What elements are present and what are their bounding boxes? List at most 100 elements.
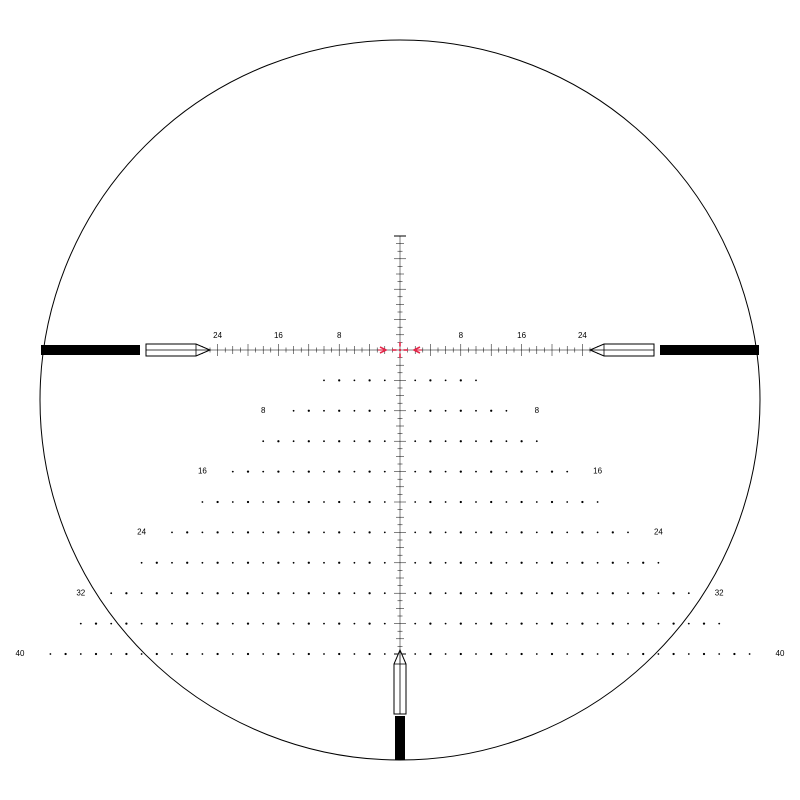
wind-dot xyxy=(414,501,416,503)
wind-dot xyxy=(429,470,431,472)
wind-dot xyxy=(368,592,370,594)
wind-dot xyxy=(50,653,52,655)
wind-dot xyxy=(445,592,447,594)
wind-dot xyxy=(490,562,492,564)
wind-dot xyxy=(308,653,310,655)
wind-dot xyxy=(202,501,204,503)
wind-dot xyxy=(414,380,416,382)
wind-dot xyxy=(308,501,310,503)
wind-dot xyxy=(445,562,447,564)
wind-dot xyxy=(293,562,295,564)
h-label: 24 xyxy=(578,331,587,340)
wind-dot xyxy=(171,532,173,534)
wind-dot xyxy=(460,410,462,412)
row-label: 16 xyxy=(593,467,602,476)
wind-dot xyxy=(581,501,583,503)
wind-dot xyxy=(368,562,370,564)
wind-dot xyxy=(247,622,249,624)
wind-dot xyxy=(323,653,325,655)
wind-dot xyxy=(520,592,522,594)
wind-dot xyxy=(216,562,218,564)
wind-dot xyxy=(688,653,690,655)
wind-dot xyxy=(520,653,522,655)
wind-dot xyxy=(277,440,279,442)
wind-dot xyxy=(384,562,386,564)
row-label: 8 xyxy=(535,406,540,415)
wind-dot xyxy=(141,592,143,594)
wind-dot xyxy=(232,532,234,534)
wind-dot xyxy=(354,471,356,473)
wind-dot xyxy=(171,562,173,564)
wind-dot xyxy=(368,653,370,655)
wind-dot xyxy=(186,622,188,624)
wind-dot xyxy=(475,410,477,412)
wind-dot xyxy=(368,531,370,533)
wind-dot xyxy=(338,440,340,442)
wind-dot xyxy=(125,592,127,594)
wind-dot xyxy=(186,592,188,594)
wind-dot xyxy=(566,562,568,564)
wind-dot xyxy=(277,653,279,655)
wind-dot xyxy=(551,470,553,472)
wind-dot xyxy=(490,470,492,472)
wind-dot xyxy=(445,653,447,655)
wind-dot xyxy=(293,653,295,655)
wind-dot xyxy=(703,653,705,655)
wind-dot xyxy=(703,622,705,624)
wind-dot xyxy=(612,622,614,624)
wind-dot xyxy=(429,622,431,624)
wind-dot xyxy=(627,623,629,625)
wind-dot xyxy=(414,623,416,625)
wind-dot xyxy=(323,410,325,412)
wind-dot xyxy=(202,562,204,564)
wind-dot xyxy=(475,471,477,473)
wind-dot xyxy=(384,380,386,382)
wind-dot xyxy=(672,622,674,624)
wind-dot xyxy=(460,531,462,533)
wind-dot xyxy=(262,623,264,625)
wind-dot xyxy=(672,653,674,655)
wind-dot xyxy=(506,471,508,473)
wind-dot xyxy=(110,623,112,625)
wind-dot xyxy=(597,623,599,625)
wind-dot xyxy=(475,532,477,534)
wind-dot xyxy=(308,622,310,624)
wind-dot xyxy=(520,562,522,564)
wind-dot xyxy=(384,440,386,442)
wind-dot xyxy=(368,440,370,442)
wind-dot xyxy=(338,501,340,503)
wind-dot xyxy=(520,622,522,624)
wind-dot xyxy=(338,622,340,624)
wind-dot xyxy=(384,592,386,594)
wind-dot xyxy=(612,531,614,533)
h-label: 8 xyxy=(459,331,464,340)
wind-dot xyxy=(581,622,583,624)
wind-dot xyxy=(338,470,340,472)
wind-dot xyxy=(80,623,82,625)
wind-dot xyxy=(581,653,583,655)
wind-dot xyxy=(277,531,279,533)
wind-dot xyxy=(506,501,508,503)
wind-dot xyxy=(506,562,508,564)
wind-dot xyxy=(718,623,720,625)
wind-dot xyxy=(460,501,462,503)
wind-dot xyxy=(536,471,538,473)
wind-dot xyxy=(216,531,218,533)
wind-dot xyxy=(490,531,492,533)
wind-dot xyxy=(642,653,644,655)
wind-dot xyxy=(384,653,386,655)
wind-dot xyxy=(216,622,218,624)
wind-dot xyxy=(658,653,660,655)
wind-dot xyxy=(506,440,508,442)
wind-dot xyxy=(612,592,614,594)
wind-dot xyxy=(141,653,143,655)
wind-dot xyxy=(445,380,447,382)
wind-dot xyxy=(429,531,431,533)
wind-dot xyxy=(490,440,492,442)
wind-dot xyxy=(216,501,218,503)
wind-dot xyxy=(232,501,234,503)
wind-dot xyxy=(718,653,720,655)
wind-dot xyxy=(612,653,614,655)
row-label: 24 xyxy=(137,528,146,537)
wind-dot xyxy=(216,592,218,594)
